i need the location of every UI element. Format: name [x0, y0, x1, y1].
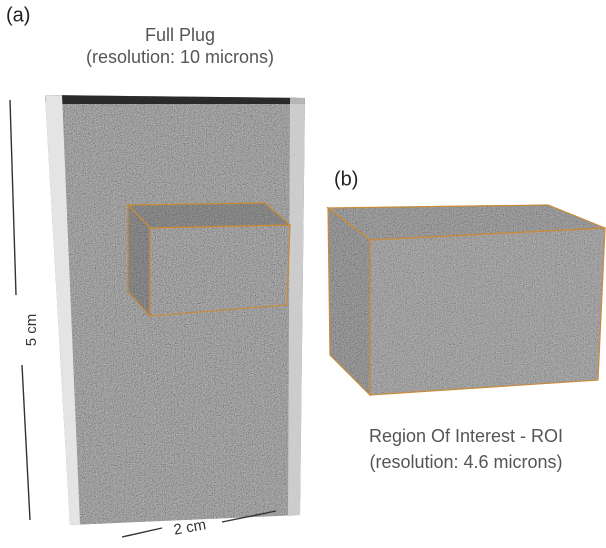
scale-label: 5 cm: [23, 314, 40, 347]
panel-title: Region Of Interest - ROI: [369, 426, 563, 446]
panel-label: (b): [334, 168, 358, 190]
scale-line: [22, 365, 30, 520]
scale-line: [10, 100, 16, 295]
plug-image: [40, 90, 310, 530]
figure: (a) Full Plug (resolution: 10 microns) 5…: [0, 0, 606, 548]
scale-line: [122, 528, 162, 537]
panel-label: (a): [6, 4, 30, 26]
panel-subtitle: (resolution: 10 microns): [86, 47, 274, 67]
panel-title: Full Plug: [145, 25, 215, 45]
roi-image: [325, 200, 606, 400]
panel-subtitle: (resolution: 4.6 microns): [369, 452, 562, 472]
